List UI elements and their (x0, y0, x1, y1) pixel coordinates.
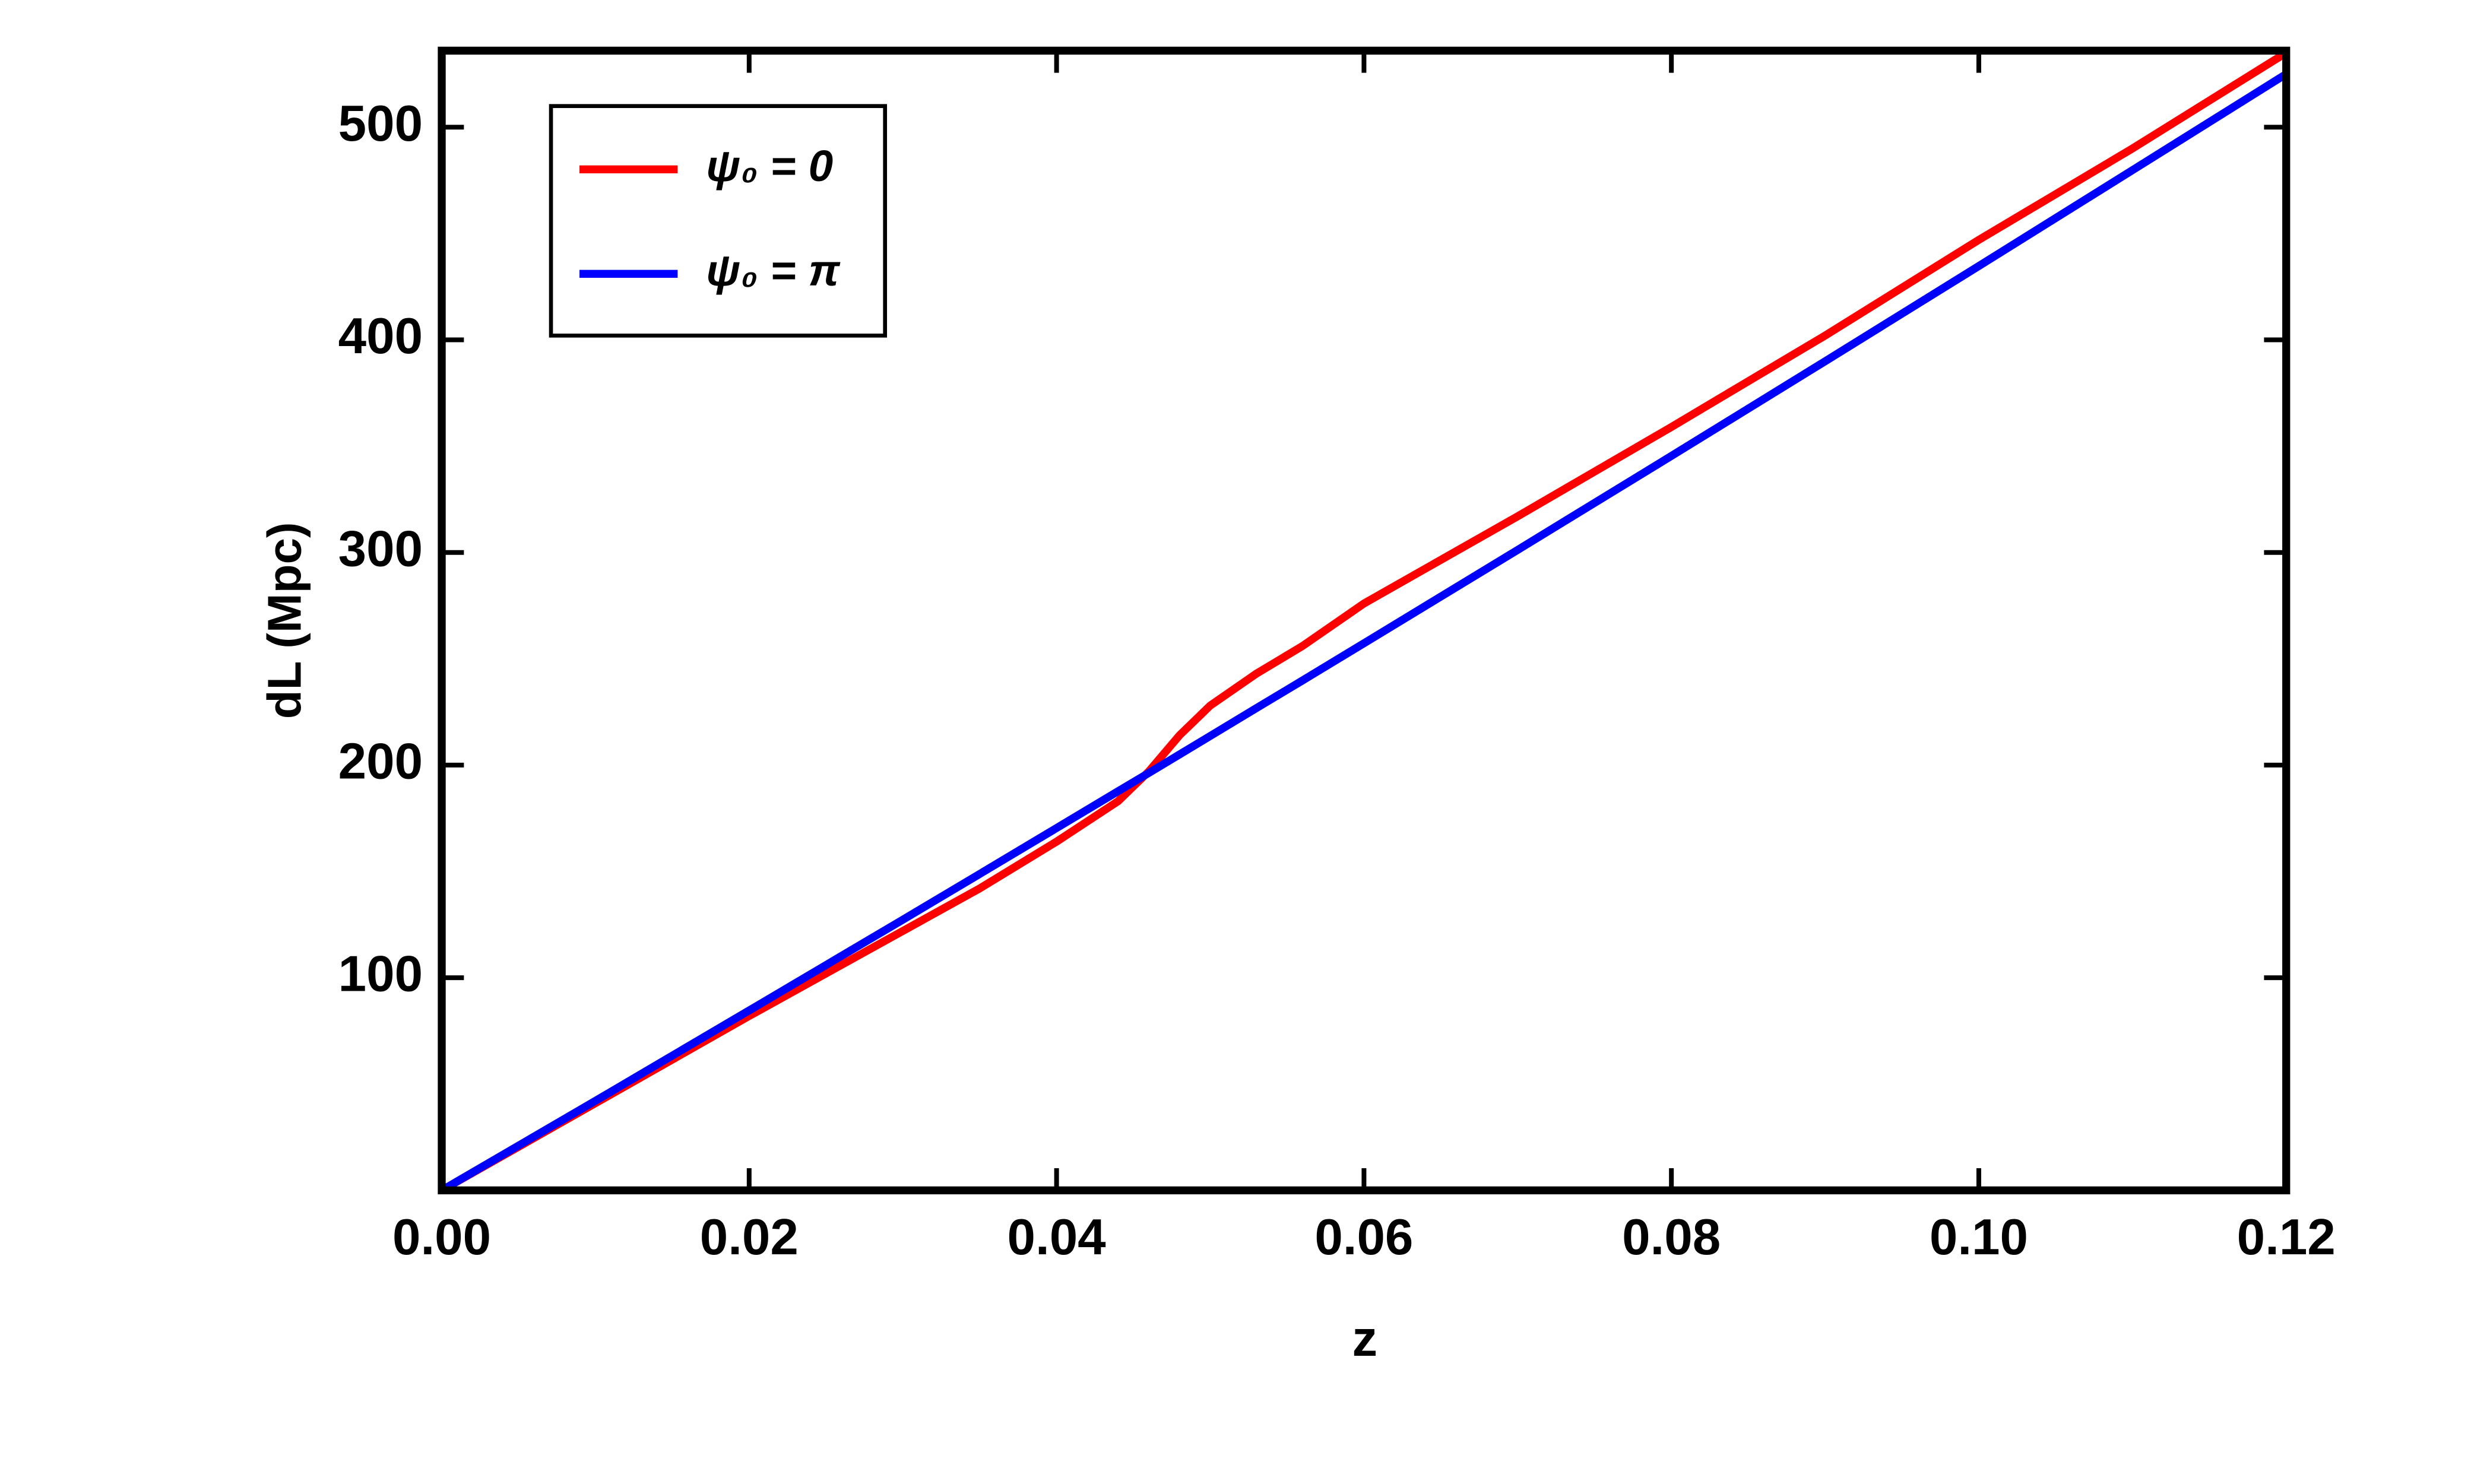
x-axis-label: z (1352, 1311, 1377, 1367)
data-line (442, 50, 2286, 1191)
plot-frame (438, 46, 2291, 1194)
y-tick-label: 200 (338, 733, 423, 789)
legend-label: ψ₀ = 0 (706, 141, 833, 191)
y-tick-label: 400 (338, 308, 423, 364)
data-line (442, 71, 2286, 1191)
x-tick-label: 0.00 (392, 1209, 491, 1266)
x-tick-label: 0.10 (1930, 1209, 2028, 1266)
x-tick-label: 0.12 (2237, 1209, 2336, 1266)
y-tick-label: 300 (338, 521, 423, 577)
x-tick-label: 0.06 (1314, 1209, 1413, 1266)
y-axis-label: dL (Mpc) (258, 522, 311, 719)
x-tick-label: 0.04 (1008, 1209, 1106, 1266)
x-tick-label: 0.02 (700, 1209, 799, 1266)
legend-label: ψ₀ = π (706, 245, 840, 295)
x-tick-label: 0.08 (1622, 1209, 1721, 1266)
y-tick-label: 500 (338, 96, 423, 152)
y-tick-label: 100 (338, 946, 423, 1003)
legend-box (549, 104, 888, 338)
